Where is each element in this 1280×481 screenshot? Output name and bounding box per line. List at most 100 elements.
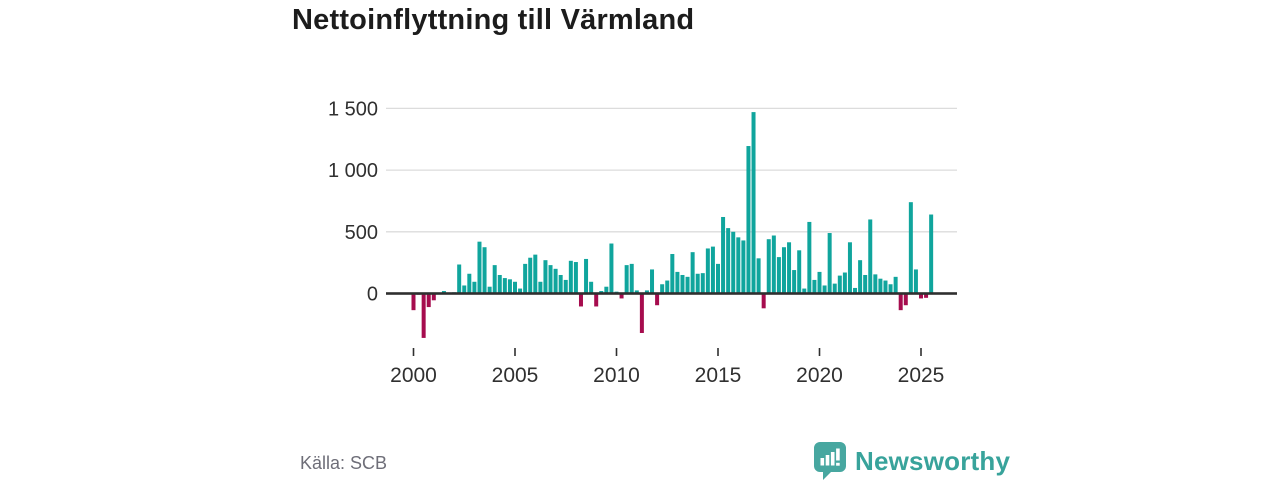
bar xyxy=(781,247,786,294)
bar xyxy=(518,288,523,294)
bar xyxy=(431,293,436,301)
bar xyxy=(736,237,741,294)
bar xyxy=(710,246,715,294)
bar xyxy=(578,293,583,307)
bar xyxy=(883,280,888,294)
newsworthy-logo-text: Newsworthy xyxy=(855,445,1011,476)
bar xyxy=(538,281,543,294)
bar xyxy=(903,293,908,306)
bar xyxy=(502,278,507,294)
bar xyxy=(812,279,817,294)
bar xyxy=(411,293,416,311)
bar xyxy=(655,293,660,306)
bar xyxy=(797,250,802,294)
bar xyxy=(802,288,807,294)
bar xyxy=(543,260,548,294)
bar xyxy=(858,260,863,294)
x-axis-label: 2010 xyxy=(593,364,640,387)
bar xyxy=(548,265,553,294)
bar xyxy=(594,293,599,307)
bar xyxy=(751,112,756,294)
bar xyxy=(573,262,578,294)
bar xyxy=(792,270,797,294)
bar xyxy=(467,273,472,294)
bar xyxy=(837,275,842,294)
x-axis-label: 2015 xyxy=(695,364,742,387)
bar xyxy=(487,286,492,294)
bar xyxy=(868,219,873,294)
bar xyxy=(893,276,898,294)
bar xyxy=(878,278,883,294)
bar xyxy=(726,228,731,294)
bar xyxy=(817,271,822,294)
y-axis-label: 500 xyxy=(345,222,378,244)
bar xyxy=(853,287,858,294)
bar xyxy=(807,221,812,294)
bar xyxy=(477,241,482,294)
x-axis-label: 2005 xyxy=(492,364,539,387)
bar xyxy=(528,257,533,294)
bar xyxy=(589,281,594,294)
source-label: Källa: SCB xyxy=(300,453,388,473)
bar xyxy=(680,274,685,294)
bar xyxy=(482,247,487,294)
bar xyxy=(716,263,720,294)
bar xyxy=(507,279,512,294)
bar xyxy=(421,293,426,338)
newsworthy-logo: Newsworthy xyxy=(813,441,1010,481)
y-axis-label: 0 xyxy=(367,284,378,306)
bar xyxy=(873,274,878,294)
bar xyxy=(513,281,517,294)
bar xyxy=(634,290,639,294)
bar xyxy=(497,274,502,294)
bar xyxy=(863,274,868,294)
y-axis-label: 1 500 xyxy=(328,98,378,120)
bar xyxy=(746,146,751,294)
bar xyxy=(822,285,827,294)
bar xyxy=(660,284,665,294)
bar xyxy=(705,248,710,294)
bar xyxy=(563,279,568,294)
bar xyxy=(462,285,467,294)
bar xyxy=(665,280,670,294)
bar xyxy=(832,283,837,294)
bar xyxy=(913,269,918,294)
bar xyxy=(472,281,477,294)
newsworthy-logo-icon xyxy=(814,442,846,480)
bar xyxy=(690,252,695,294)
zero-baseline xyxy=(386,292,957,295)
bar xyxy=(898,293,903,311)
bar xyxy=(492,265,497,294)
bar xyxy=(553,268,558,294)
bar xyxy=(908,202,913,294)
bar xyxy=(639,293,644,333)
bar xyxy=(847,242,852,294)
bar xyxy=(888,284,893,294)
bar xyxy=(584,258,589,294)
bar xyxy=(670,254,675,294)
bar xyxy=(568,260,573,294)
bar xyxy=(771,235,776,294)
bar xyxy=(721,216,726,294)
bar xyxy=(685,276,690,294)
x-axis-label: 2025 xyxy=(898,364,945,387)
bar xyxy=(629,263,634,294)
bar xyxy=(776,257,781,294)
bar xyxy=(929,214,934,294)
bar xyxy=(731,231,736,294)
bar xyxy=(761,293,766,309)
chart-title: Nettoinflyttning till Värmland xyxy=(292,4,695,36)
bar xyxy=(619,293,624,299)
bar xyxy=(533,254,538,294)
bar xyxy=(695,273,700,294)
y-axis-label: 1 000 xyxy=(328,160,378,182)
bar xyxy=(756,258,761,294)
bar xyxy=(827,233,832,294)
x-axis-label: 2020 xyxy=(796,364,843,387)
bar xyxy=(604,286,609,294)
bar xyxy=(558,274,563,294)
bar xyxy=(457,264,462,294)
x-axis-label: 2000 xyxy=(390,364,437,387)
bar xyxy=(919,293,923,299)
